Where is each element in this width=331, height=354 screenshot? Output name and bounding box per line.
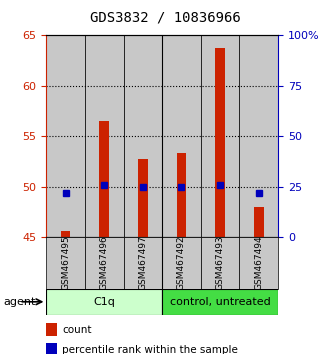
- Text: GSM467496: GSM467496: [100, 235, 109, 290]
- Bar: [61, 231, 71, 237]
- Text: percentile rank within the sample: percentile rank within the sample: [62, 345, 238, 354]
- Bar: [123, 237, 162, 289]
- Bar: [162, 35, 201, 237]
- Text: GSM467495: GSM467495: [61, 235, 70, 290]
- Bar: [46, 35, 85, 237]
- Text: GSM467494: GSM467494: [254, 235, 263, 290]
- Text: count: count: [62, 325, 92, 335]
- Bar: [201, 237, 239, 289]
- Bar: [85, 237, 123, 289]
- Bar: [162, 237, 201, 289]
- Bar: [201, 35, 239, 237]
- Bar: [123, 35, 162, 237]
- Text: GSM467493: GSM467493: [215, 235, 225, 290]
- Bar: [138, 160, 148, 237]
- Bar: [254, 207, 263, 237]
- Text: control, untreated: control, untreated: [170, 297, 270, 307]
- Bar: [46, 289, 162, 315]
- Bar: [239, 237, 278, 289]
- Bar: [99, 121, 109, 237]
- Bar: [239, 35, 278, 237]
- Bar: [215, 47, 225, 237]
- Bar: [177, 153, 186, 237]
- Text: GDS3832 / 10836966: GDS3832 / 10836966: [90, 11, 241, 25]
- Text: agent: agent: [3, 297, 36, 307]
- Bar: [162, 289, 278, 315]
- Text: GSM467497: GSM467497: [138, 235, 147, 290]
- Bar: [46, 237, 85, 289]
- Text: C1q: C1q: [93, 297, 115, 307]
- Bar: [46, 323, 57, 336]
- Bar: [85, 35, 123, 237]
- Text: GSM467492: GSM467492: [177, 235, 186, 290]
- Bar: [46, 343, 57, 354]
